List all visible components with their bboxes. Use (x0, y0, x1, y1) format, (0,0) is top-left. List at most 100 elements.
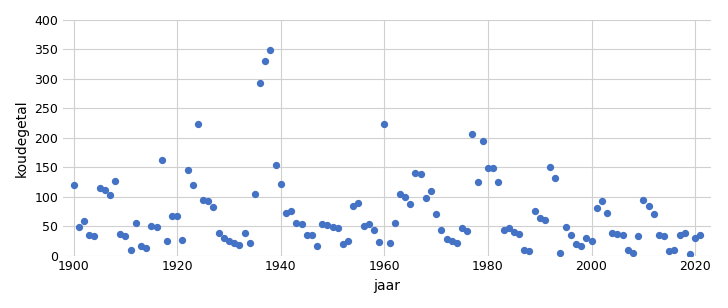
Point (280, 211, 292, 216)
Point (575, 243, 587, 248)
Point (358, 224, 370, 229)
Point (684, 252, 696, 257)
Point (440, 237, 452, 241)
Point (259, 58, 271, 63)
Point (518, 247, 530, 252)
Point (493, 180, 505, 184)
Point (586, 238, 598, 243)
Point (498, 227, 510, 232)
Point (523, 249, 535, 254)
Point (78, 219, 90, 224)
Point (141, 245, 152, 250)
Point (368, 227, 380, 232)
Point (405, 201, 416, 206)
Point (363, 222, 375, 227)
Point (601, 211, 613, 216)
Point (156, 157, 167, 162)
Point (534, 216, 545, 221)
Point (415, 172, 427, 177)
Point (560, 225, 571, 230)
Point (275, 181, 287, 186)
Point (337, 241, 349, 246)
Point (668, 247, 680, 252)
Point (192, 121, 204, 126)
Point (73, 225, 84, 230)
Point (135, 244, 147, 249)
Point (420, 196, 432, 201)
Point (332, 226, 344, 231)
Point (539, 218, 551, 223)
Point (229, 241, 240, 246)
Point (550, 176, 561, 181)
Point (622, 247, 633, 252)
Point (264, 47, 276, 52)
Point (99, 187, 111, 192)
Point (146, 224, 157, 229)
Point (487, 165, 499, 170)
Point (171, 214, 183, 219)
Point (456, 226, 468, 231)
Point (68, 182, 79, 187)
Point (545, 165, 556, 170)
Point (617, 233, 628, 237)
Point (653, 233, 665, 237)
Point (197, 197, 209, 202)
Point (633, 233, 644, 238)
Point (161, 239, 173, 244)
Point (270, 162, 282, 167)
Point (104, 192, 116, 197)
Point (114, 232, 126, 237)
Point (638, 197, 649, 202)
Point (254, 81, 266, 86)
Point (580, 235, 592, 240)
Point (249, 191, 261, 196)
Point (399, 195, 411, 200)
Point (394, 192, 405, 197)
Point (570, 241, 582, 246)
Point (508, 229, 520, 234)
Point (451, 241, 463, 246)
Point (389, 221, 400, 226)
Point (446, 238, 457, 243)
Point (384, 241, 395, 246)
Point (658, 234, 670, 239)
Point (467, 132, 478, 137)
Point (352, 200, 364, 205)
Point (430, 212, 442, 217)
Point (503, 226, 515, 231)
Point (606, 231, 618, 236)
Point (695, 233, 706, 237)
Point (689, 235, 701, 240)
Point (94, 185, 106, 190)
Point (435, 228, 447, 233)
Point (239, 230, 250, 235)
Y-axis label: koudegetal: koudegetal (15, 99, 29, 176)
Point (285, 209, 297, 214)
Point (643, 203, 654, 208)
Point (596, 198, 608, 203)
Point (663, 249, 675, 253)
Point (130, 221, 142, 226)
Point (591, 206, 603, 211)
Point (202, 199, 214, 204)
Point (565, 233, 577, 237)
Point (317, 221, 328, 226)
Point (327, 225, 339, 230)
Point (342, 239, 354, 244)
Point (244, 240, 256, 245)
Point (166, 213, 178, 218)
Point (213, 231, 224, 236)
Point (187, 182, 199, 187)
Point (84, 233, 95, 237)
Point (648, 211, 660, 216)
Point (425, 188, 437, 193)
Point (410, 171, 422, 176)
Point (312, 244, 323, 249)
Point (89, 234, 100, 239)
Point (529, 209, 540, 214)
Point (373, 240, 385, 245)
Point (679, 231, 691, 236)
Point (555, 250, 566, 255)
Point (627, 250, 638, 255)
Point (306, 233, 317, 237)
